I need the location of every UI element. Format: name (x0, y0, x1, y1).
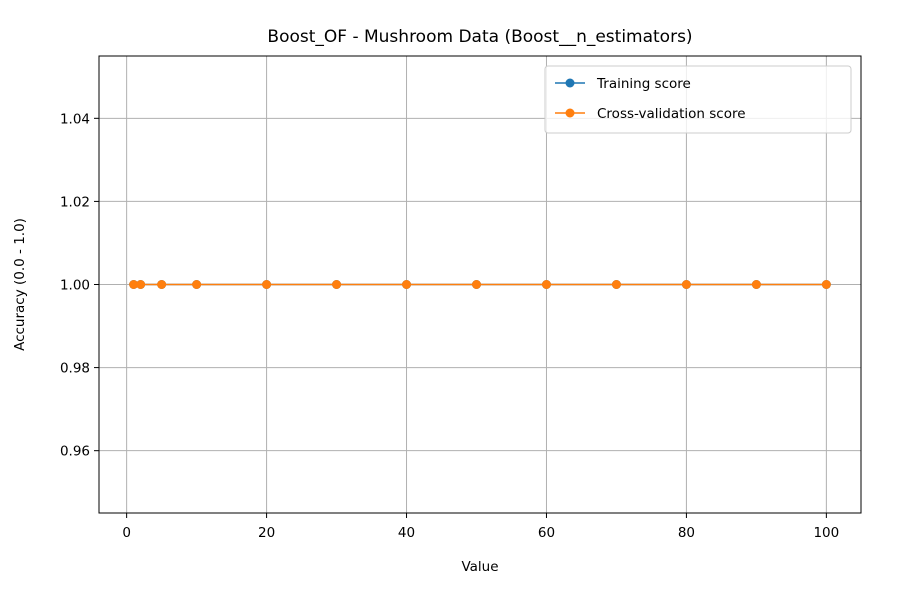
data-point (472, 280, 482, 289)
y-axis-label: Accuracy (0.0 - 1.0) (12, 218, 28, 351)
data-point (402, 280, 412, 289)
x-tick-label: 40 (398, 525, 415, 541)
y-tick-label: 1.02 (60, 194, 90, 210)
legend-box (544, 65, 852, 134)
legend-label: Training score (596, 76, 691, 92)
data-point (751, 280, 761, 289)
y-axis: 0.96 0.98 1.00 1.02 1.04 (60, 111, 99, 460)
data-point (541, 280, 551, 289)
data-point (332, 280, 342, 289)
series-lines (129, 280, 831, 289)
legend-swatch-marker (565, 108, 575, 118)
legend-label: Cross-validation score (597, 106, 746, 122)
x-tick-label: 20 (258, 525, 275, 541)
data-point (192, 280, 202, 289)
x-tick-label: 0 (122, 525, 131, 541)
data-point (262, 280, 272, 289)
y-tick-label: 0.96 (60, 444, 90, 460)
y-tick-label: 1.04 (60, 111, 90, 127)
y-tick-label: 0.98 (60, 361, 90, 377)
data-point (681, 280, 691, 289)
x-tick-label: 100 (813, 525, 839, 541)
legend-item: Training score (555, 76, 691, 92)
data-point (129, 280, 139, 289)
x-axis: 0 20 40 60 80 100 (122, 513, 839, 541)
legend: Training score Cross-validation score (544, 65, 852, 134)
y-tick-label: 1.00 (60, 278, 90, 294)
data-point (821, 280, 831, 289)
data-point (611, 280, 621, 289)
x-axis-label: Value (461, 559, 498, 575)
x-tick-label: 60 (538, 525, 555, 541)
data-point (157, 280, 167, 289)
data-point (136, 280, 146, 289)
legend-swatch-marker (565, 78, 575, 88)
x-tick-label: 80 (678, 525, 695, 541)
series-1 (129, 280, 831, 289)
chart-title: Boost_OF - Mushroom Data (Boost__n_estim… (267, 27, 692, 47)
legend-item: Cross-validation score (555, 106, 746, 122)
